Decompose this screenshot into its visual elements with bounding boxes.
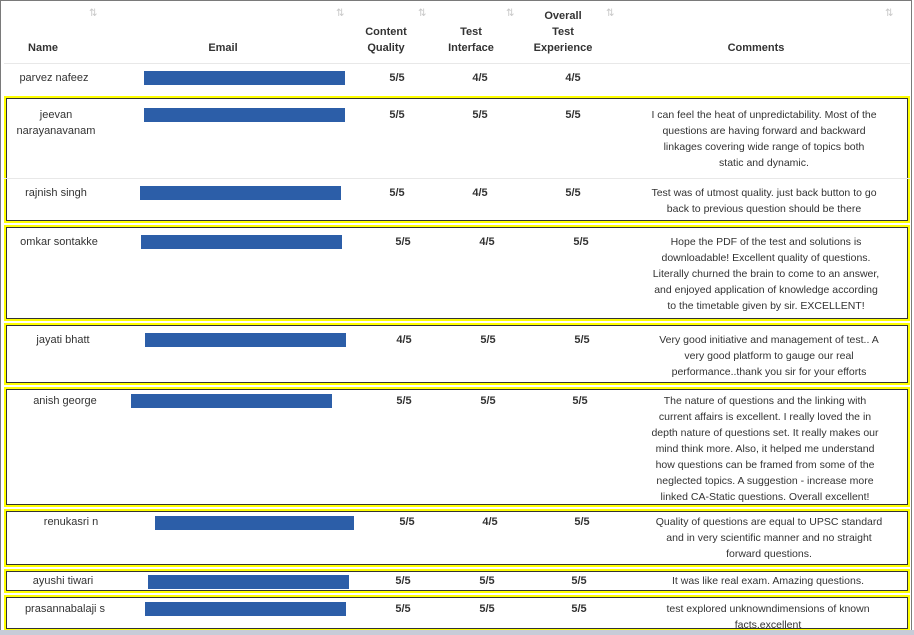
column-header-label: Overall xyxy=(544,10,582,22)
row-comment: The nature of questions and the linking … xyxy=(651,395,879,503)
row-overall-experience: 5/5 xyxy=(565,109,581,121)
redacted-email xyxy=(144,71,345,85)
row-comment: test explored unknowndimensions of known… xyxy=(666,603,870,631)
redacted-email xyxy=(148,575,349,589)
column-header-overall-experience[interactable]: Overall Test Experience xyxy=(525,8,601,56)
row-overall-experience: 5/5 xyxy=(574,516,590,528)
row-test-interface: 5/5 xyxy=(479,575,495,587)
window-bottom-edge xyxy=(0,630,914,635)
redacted-email xyxy=(145,333,346,347)
redacted-email xyxy=(141,235,342,249)
row-content-quality: 5/5 xyxy=(389,109,405,121)
redacted-email xyxy=(155,516,354,530)
column-header-content-quality[interactable]: Content Quality xyxy=(353,24,419,56)
row-overall-experience: 5/5 xyxy=(572,395,588,407)
row-test-interface: 4/5 xyxy=(472,187,488,199)
column-header-label: Name xyxy=(28,42,58,54)
row-comment: Very good initiative and management of t… xyxy=(659,334,879,378)
column-header-label: Content xyxy=(365,26,407,38)
column-header-label: Experience xyxy=(533,42,593,54)
sort-arrows-icon[interactable]: ⇅ xyxy=(506,8,515,19)
sort-arrows-icon[interactable]: ⇅ xyxy=(336,8,345,19)
table-row xyxy=(4,63,910,94)
row-overall-experience: 5/5 xyxy=(571,575,587,587)
row-comment: Quality of questions are equal to UPSC s… xyxy=(655,516,883,560)
row-content-quality: 5/5 xyxy=(389,72,405,84)
row-test-interface: 4/5 xyxy=(479,236,495,248)
column-header-label: Test xyxy=(552,26,574,38)
table-header: ⇅ ⇅ ⇅ ⇅ ⇅ ⇅ Name Email Content Quality T… xyxy=(3,3,911,63)
row-comment: Test was of utmost quality. just back bu… xyxy=(651,187,877,215)
row-name: prasannabalaji s xyxy=(24,603,106,615)
row-content-quality: 5/5 xyxy=(389,187,405,199)
row-comment: I can feel the heat of unpredictability.… xyxy=(651,109,877,169)
row-overall-experience: 4/5 xyxy=(565,72,581,84)
row-test-interface: 5/5 xyxy=(480,334,496,346)
column-header-label: Comments xyxy=(727,42,785,54)
row-test-interface: 5/5 xyxy=(479,603,495,615)
row-content-quality: 5/5 xyxy=(395,603,411,615)
row-name: anish george xyxy=(33,395,97,407)
highlighted-row-group xyxy=(4,96,910,223)
row-overall-experience: 5/5 xyxy=(574,334,590,346)
row-test-interface: 4/5 xyxy=(482,516,498,528)
row-comment: It was like real exam. Amazing questions… xyxy=(671,575,864,587)
column-header-label: Interface xyxy=(448,42,494,54)
column-header-email[interactable]: Email xyxy=(183,40,263,56)
row-test-interface: 4/5 xyxy=(472,72,488,84)
row-name: jayati bhatt xyxy=(36,334,90,346)
row-name: renukasri n xyxy=(43,516,99,528)
redacted-email xyxy=(140,186,341,200)
row-name: ayushi tiwari xyxy=(32,575,94,587)
sort-arrows-icon[interactable]: ⇅ xyxy=(606,8,615,19)
row-name: rajnish singh xyxy=(25,187,87,199)
row-comment: Hope the PDF of the test and solutions i… xyxy=(652,236,880,312)
row-test-interface: 5/5 xyxy=(472,109,488,121)
sort-arrows-icon[interactable]: ⇅ xyxy=(89,8,98,19)
column-header-comments[interactable]: Comments xyxy=(703,40,809,56)
column-header-test-interface[interactable]: Test Interface xyxy=(436,24,506,56)
sort-arrows-icon[interactable]: ⇅ xyxy=(885,8,894,19)
row-content-quality: 5/5 xyxy=(399,516,415,528)
sort-arrows-icon[interactable]: ⇅ xyxy=(418,8,427,19)
row-content-quality: 5/5 xyxy=(395,575,411,587)
row-test-interface: 5/5 xyxy=(480,395,496,407)
row-overall-experience: 5/5 xyxy=(565,187,581,199)
row-name: jeevan narayanavanam xyxy=(16,109,96,137)
row-divider xyxy=(4,178,910,179)
column-header-name[interactable]: Name xyxy=(13,40,73,56)
row-name: parvez nafeez xyxy=(19,72,89,84)
row-content-quality: 5/5 xyxy=(395,236,411,248)
table-row xyxy=(4,387,910,507)
column-header-label: Quality xyxy=(367,42,405,54)
redacted-email xyxy=(131,394,332,408)
table-row xyxy=(4,509,910,567)
row-name: omkar sontakke xyxy=(20,236,98,248)
row-overall-experience: 5/5 xyxy=(571,603,587,615)
table-row xyxy=(4,225,910,321)
row-overall-experience: 5/5 xyxy=(573,236,589,248)
row-content-quality: 4/5 xyxy=(396,334,412,346)
redacted-email xyxy=(144,108,345,122)
column-header-label: Test xyxy=(460,26,482,38)
table-row xyxy=(4,569,910,593)
row-content-quality: 5/5 xyxy=(396,395,412,407)
table-row xyxy=(4,323,910,385)
column-header-label: Email xyxy=(208,42,238,54)
redacted-email xyxy=(145,602,346,616)
